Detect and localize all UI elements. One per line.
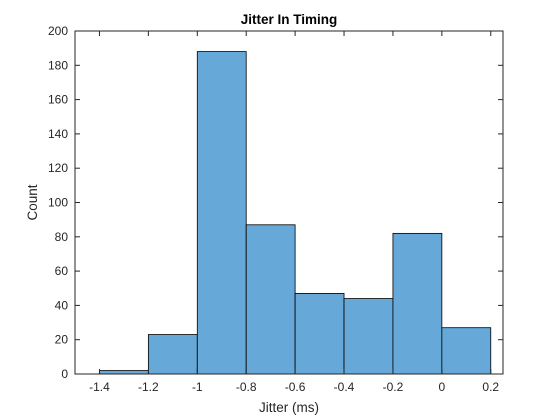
y-tick-label: 140 (48, 127, 68, 141)
y-tick-label: 80 (55, 230, 69, 244)
x-tick-label: -1 (192, 380, 203, 394)
histogram-bar (343, 298, 394, 375)
y-tick-label: 20 (55, 333, 69, 347)
y-axis-label: Count (25, 184, 40, 220)
histogram-bar (441, 327, 492, 375)
y-tick-label: 40 (55, 298, 69, 312)
x-axis-label: Jitter (ms) (259, 400, 319, 415)
y-tick-label: 180 (48, 58, 68, 72)
histogram-bar (147, 334, 198, 375)
y-tick-label: 60 (55, 264, 69, 278)
y-tick-label: 200 (48, 24, 68, 38)
histogram-bar (245, 224, 296, 375)
x-tick-label: -0.4 (334, 380, 355, 394)
histogram-bar (392, 232, 443, 375)
x-tick-label: 0 (439, 380, 446, 394)
y-tick-label: 100 (48, 196, 68, 210)
y-tick-label: 160 (48, 93, 68, 107)
bars-group (99, 51, 492, 375)
y-tick-label: 0 (61, 367, 68, 381)
chart-title: Jitter In Timing (241, 12, 338, 27)
y-tick-label: 120 (48, 161, 68, 175)
x-tick-label: -0.6 (285, 380, 306, 394)
x-tick-label: -1.4 (89, 380, 110, 394)
x-tick-label: -0.2 (383, 380, 404, 394)
x-ticks: -1.4 -1.2 -1 -0.8 -0.6 -0.4 -0.2 0 0.2 (89, 31, 499, 394)
x-tick-label: 0.2 (482, 380, 499, 394)
y-ticks: 0 20 40 60 80 100 120 140 160 180 200 (48, 24, 503, 381)
histogram-bar (99, 370, 149, 375)
histogram-bar (294, 292, 345, 375)
x-tick-label: -1.2 (138, 380, 159, 394)
histogram-bar (196, 51, 247, 375)
x-tick-label: -0.8 (236, 380, 257, 394)
